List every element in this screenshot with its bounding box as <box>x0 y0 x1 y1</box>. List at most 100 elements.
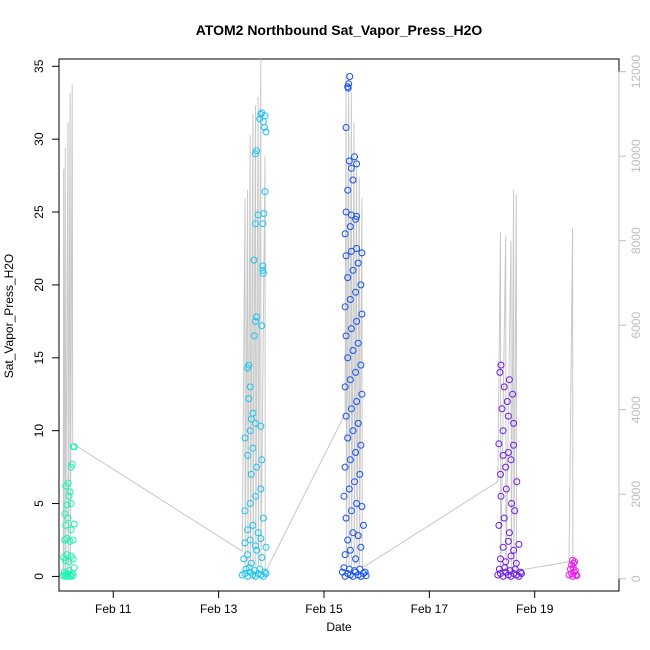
data-point <box>513 478 521 486</box>
x-tick-label: Feb 11 <box>95 602 132 616</box>
data-point <box>257 110 265 118</box>
data-point <box>252 419 259 427</box>
y-tick-label: 10 <box>32 424 46 438</box>
data-point <box>342 514 350 522</box>
x-tick-label: Feb 19 <box>516 602 554 616</box>
data-point <box>346 376 354 384</box>
data-point <box>247 470 255 478</box>
data-point <box>358 249 366 257</box>
data-point <box>356 470 364 478</box>
data-point <box>257 422 265 430</box>
data-point <box>500 514 508 522</box>
data-point <box>70 520 78 528</box>
y-tick-label: 0 <box>32 573 46 580</box>
secondary-series-line <box>62 58 577 579</box>
data-point <box>241 434 249 442</box>
data-point <box>497 361 505 369</box>
data-point <box>495 440 503 448</box>
data-point <box>495 521 503 529</box>
data-point <box>244 451 252 459</box>
secondary-y-tick-label: 2000 <box>629 481 643 508</box>
data-point <box>245 395 253 403</box>
x-tick-label: Feb 15 <box>305 602 343 616</box>
data-point <box>342 412 350 420</box>
data-point <box>342 252 350 260</box>
data-point <box>253 463 261 471</box>
data-point <box>252 542 259 550</box>
data-point <box>353 160 361 168</box>
secondary-y-tick-label: 8000 <box>629 227 643 254</box>
y-tick-label: 25 <box>32 205 46 219</box>
y-axis-title: Sat_Vapor_Press_H2O <box>2 254 16 379</box>
data-point <box>341 383 349 391</box>
data-point <box>346 296 354 303</box>
secondary-y-axis: 0 2000 4000 6000 8000 10000 12000 <box>618 55 643 582</box>
data-point <box>500 383 508 391</box>
data-point <box>63 501 71 509</box>
data-point <box>244 551 252 559</box>
data-point <box>497 470 504 478</box>
data-point <box>241 507 249 515</box>
data-point <box>571 567 579 575</box>
data-point <box>357 543 365 551</box>
data-point <box>509 390 517 398</box>
x-tick-label: Feb 13 <box>200 602 238 616</box>
data-point <box>499 427 507 435</box>
data-point <box>358 390 366 398</box>
data-point <box>70 443 78 451</box>
data-point <box>242 565 250 573</box>
plot-frame <box>58 58 620 592</box>
data-point <box>70 564 78 572</box>
data-point <box>504 412 512 420</box>
data-point <box>259 220 267 228</box>
data-point <box>499 451 507 459</box>
data-point <box>507 456 515 464</box>
data-point <box>253 147 261 155</box>
data-point <box>347 507 355 515</box>
data-point <box>344 536 352 544</box>
data-point <box>345 80 353 88</box>
data-point <box>342 208 350 216</box>
data-point <box>349 529 357 537</box>
data-point <box>346 73 354 80</box>
data-point <box>353 245 361 252</box>
data-point <box>344 434 352 442</box>
data-point <box>349 176 357 184</box>
data-point <box>346 456 354 464</box>
data-point <box>572 571 580 579</box>
data-point <box>344 84 352 92</box>
data-point <box>505 376 513 384</box>
data-point <box>498 405 506 413</box>
data-point <box>352 555 360 563</box>
data-point <box>353 500 361 507</box>
data-point <box>244 526 252 534</box>
y-tick-label: 20 <box>32 278 46 292</box>
data-point <box>504 537 512 545</box>
data-point <box>344 186 352 194</box>
data-point <box>354 532 362 540</box>
data-point <box>349 347 357 354</box>
data-point <box>67 500 75 507</box>
data-point <box>499 543 507 551</box>
x-axis: Feb 11 Feb 13 Feb 15 Feb 17 Feb 19 <box>95 590 554 616</box>
data-point <box>246 536 254 544</box>
data-point <box>254 529 262 537</box>
y-tick-label: 15 <box>32 351 46 365</box>
data-point <box>361 568 369 576</box>
data-point <box>66 571 74 579</box>
data-point <box>249 521 257 529</box>
data-point <box>496 368 504 376</box>
data-point <box>240 555 248 563</box>
data-point <box>245 564 253 572</box>
data-point <box>352 449 360 456</box>
chart-title: ATOM2 Northbound Sat_Vapor_Press_H2O <box>196 22 483 38</box>
data-point <box>341 551 349 559</box>
secondary-y-tick-label: 10000 <box>629 139 643 173</box>
data-point <box>69 536 77 544</box>
data-point <box>504 449 512 456</box>
data-point <box>347 405 355 413</box>
data-point <box>247 559 255 567</box>
data-point <box>511 507 519 515</box>
data-point <box>357 361 365 369</box>
